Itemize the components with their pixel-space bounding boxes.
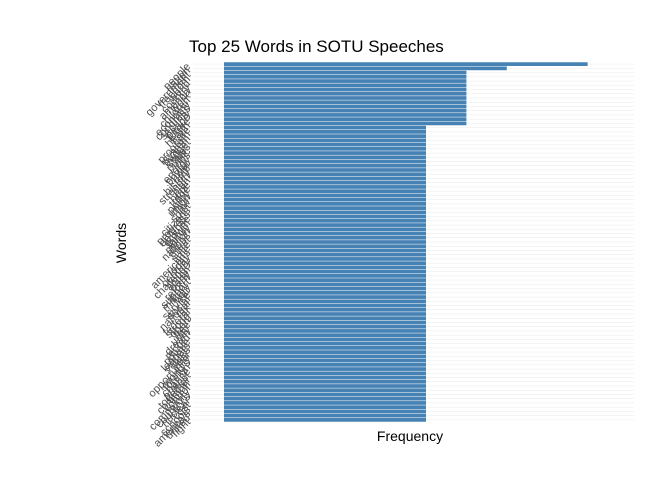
bar	[224, 189, 426, 194]
bar	[224, 278, 426, 282]
bar	[224, 180, 426, 185]
bar	[224, 197, 426, 202]
bar	[224, 265, 426, 270]
bar	[224, 231, 426, 236]
bar	[224, 409, 426, 414]
bar	[224, 206, 426, 210]
bar	[224, 142, 426, 147]
bar	[224, 108, 467, 113]
bar	[224, 358, 426, 363]
y-axis-title: Words	[113, 223, 129, 263]
bar	[224, 384, 426, 388]
bar	[224, 104, 467, 109]
bar	[224, 240, 426, 244]
bar	[224, 155, 426, 160]
bar	[224, 261, 426, 266]
bar	[224, 79, 467, 83]
bar	[224, 214, 426, 219]
bar	[224, 159, 426, 164]
bar	[224, 218, 426, 223]
y-tick-labels: peoplenationgovernmentfreedomworldcountr…	[144, 61, 194, 450]
bar	[224, 269, 426, 274]
bar	[224, 134, 426, 138]
bar	[224, 413, 426, 418]
bar	[224, 185, 426, 189]
bar	[224, 248, 426, 253]
bar	[224, 235, 426, 240]
bar	[224, 320, 426, 325]
bar	[224, 329, 426, 333]
bar	[224, 286, 426, 291]
bar	[224, 312, 426, 316]
bar	[224, 100, 467, 105]
bars	[224, 62, 588, 422]
bar	[224, 168, 426, 172]
bar	[224, 210, 426, 215]
bar	[224, 341, 426, 346]
bar	[224, 125, 426, 130]
bar	[224, 62, 588, 66]
bar	[224, 113, 467, 117]
bar	[224, 316, 426, 321]
bar	[224, 130, 426, 134]
bar	[224, 91, 467, 96]
bar	[224, 375, 426, 380]
bar	[224, 324, 426, 329]
bar	[224, 257, 426, 261]
chart-title: Top 25 Words in SOTU Speeches	[189, 37, 444, 56]
bar	[224, 299, 426, 304]
bar	[224, 74, 467, 79]
bar	[224, 350, 426, 354]
bar	[224, 83, 467, 88]
bar	[224, 405, 426, 410]
bar	[224, 396, 426, 401]
bar	[224, 151, 426, 155]
bar	[224, 87, 467, 92]
bar	[224, 70, 467, 75]
bar	[224, 202, 426, 206]
bar	[224, 295, 426, 299]
bar	[224, 138, 426, 143]
bar	[224, 401, 426, 405]
bar	[224, 354, 426, 359]
bar	[224, 172, 426, 177]
bar	[224, 346, 426, 350]
bar	[224, 392, 426, 397]
bar	[224, 367, 426, 371]
bar	[224, 379, 426, 384]
bar	[224, 193, 426, 198]
bar	[224, 163, 426, 168]
bar	[224, 337, 426, 342]
bar	[224, 282, 426, 287]
bar	[224, 121, 467, 126]
bar	[224, 117, 467, 122]
bar	[224, 362, 426, 367]
bar	[224, 418, 426, 422]
bar	[224, 66, 507, 71]
bar	[224, 146, 426, 151]
bar	[224, 307, 426, 312]
bar	[224, 96, 467, 100]
x-axis-title: Frequency	[377, 428, 443, 444]
bar	[224, 244, 426, 249]
bar	[224, 388, 426, 393]
bar	[224, 274, 426, 278]
bar	[224, 333, 426, 338]
bar	[224, 223, 426, 227]
bar	[224, 227, 426, 232]
bar	[224, 252, 426, 257]
bar	[224, 176, 426, 181]
bar	[224, 290, 426, 295]
bar	[224, 303, 426, 308]
bar	[224, 371, 426, 376]
